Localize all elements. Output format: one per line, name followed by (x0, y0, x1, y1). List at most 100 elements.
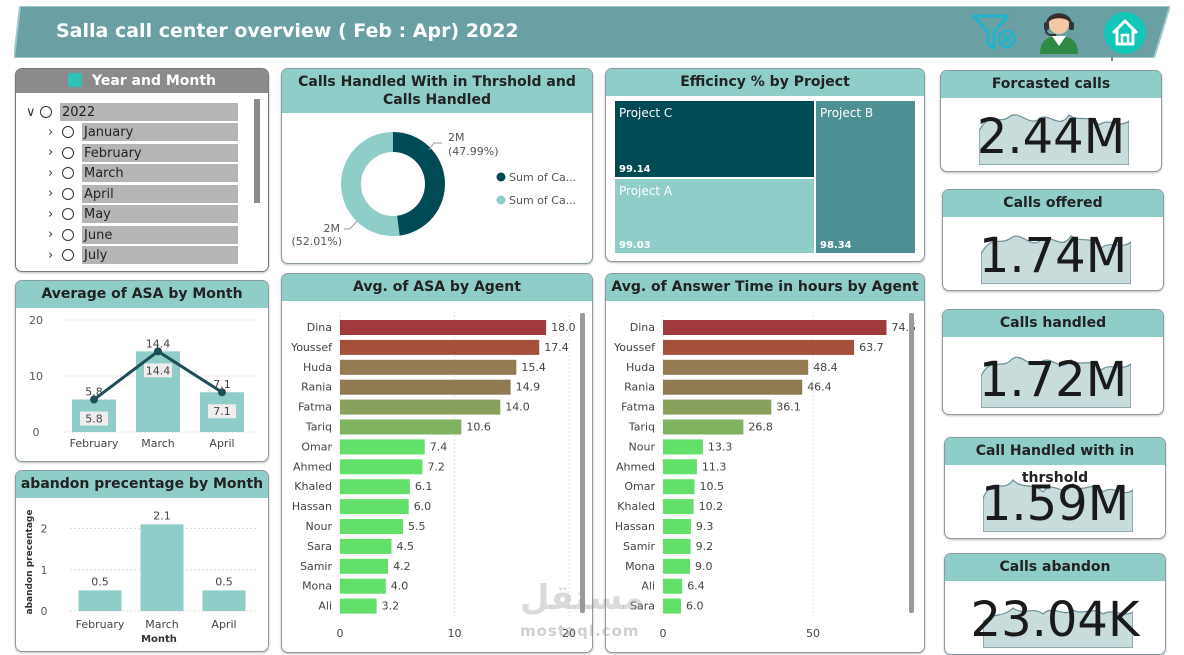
scrollbar[interactable] (580, 313, 585, 613)
filter-clear-icon[interactable] (970, 12, 1020, 54)
bar[interactable] (78, 590, 122, 611)
bar[interactable] (663, 439, 703, 455)
bar[interactable] (340, 538, 392, 554)
bar[interactable] (663, 379, 803, 395)
bar[interactable] (340, 419, 462, 435)
bar[interactable] (340, 499, 409, 515)
slicer-item-month[interactable]: › June (48, 225, 238, 245)
bar[interactable] (340, 558, 389, 574)
bar[interactable] (340, 519, 403, 534)
bar[interactable] (663, 479, 695, 495)
y-tick-label: Tariq (628, 421, 655, 434)
bar[interactable] (663, 399, 772, 415)
radio-icon[interactable] (40, 106, 52, 118)
card-title: Avg. of Answer Time in hours by Agent (606, 274, 924, 301)
data-label: 46.4 (807, 381, 832, 394)
treemap-tile[interactable] (615, 179, 814, 253)
bar[interactable] (340, 359, 517, 375)
legend-label[interactable]: Sum of Ca... (509, 171, 576, 184)
slicer-item-month[interactable]: › March (48, 163, 238, 183)
data-point[interactable] (90, 395, 98, 404)
bar[interactable] (340, 379, 511, 395)
y-tick-label: Ali (641, 580, 655, 593)
slicer-item-label[interactable]: May (82, 205, 238, 223)
slice-pct-label: (47.99%) (448, 145, 499, 158)
bar[interactable] (663, 499, 694, 515)
bar[interactable] (340, 598, 377, 614)
bar[interactable] (663, 320, 887, 335)
slicer-item-month[interactable]: › April (48, 184, 238, 204)
chevron-right-icon[interactable]: › (48, 247, 54, 263)
radio-icon[interactable] (62, 146, 74, 159)
slicer-item-label[interactable]: June (82, 225, 238, 244)
slicer-item-label[interactable]: January (82, 123, 238, 141)
y-tick-label: 0 (33, 426, 40, 439)
y-tick-label: Mona (302, 580, 332, 593)
bar[interactable] (663, 419, 744, 435)
radio-icon[interactable] (62, 126, 74, 138)
treemap-tile[interactable] (615, 101, 814, 177)
bar[interactable] (340, 320, 547, 335)
slicer-item-label[interactable]: July (82, 246, 238, 264)
scrollbar[interactable] (909, 313, 914, 613)
scrollbar[interactable] (254, 99, 260, 203)
bar[interactable] (663, 459, 697, 475)
radio-icon[interactable] (62, 187, 74, 200)
slicer-item-label[interactable]: February (82, 143, 238, 162)
bar[interactable] (663, 538, 691, 554)
slicer-item-month[interactable]: › February (48, 143, 238, 163)
bar[interactable] (340, 578, 386, 594)
data-label: 18.0 (551, 321, 576, 334)
data-point[interactable] (154, 347, 162, 356)
kpi-value: 2.44M (976, 109, 1126, 165)
chevron-right-icon[interactable]: › (48, 165, 54, 181)
chevron-right-icon[interactable]: › (48, 227, 54, 242)
home-icon[interactable] (1102, 10, 1148, 62)
donut-slice[interactable] (393, 132, 446, 236)
data-label: 2.1 (153, 509, 171, 522)
radio-icon[interactable] (62, 228, 74, 241)
radio-icon[interactable] (62, 167, 74, 179)
bar[interactable] (663, 519, 691, 534)
bar[interactable] (340, 339, 540, 355)
legend-label[interactable]: Sum of Ca... (509, 194, 576, 207)
chevron-right-icon[interactable]: › (48, 186, 54, 201)
slicer-item-label[interactable]: March (82, 164, 238, 182)
donut-slice[interactable] (341, 132, 400, 236)
data-label: 6.1 (415, 480, 433, 493)
y-tick-label: Mona (625, 560, 655, 573)
data-label: 11.3 (702, 460, 727, 473)
radio-icon[interactable] (62, 249, 74, 261)
bar[interactable] (340, 399, 501, 415)
tile-label: Project C (619, 106, 672, 120)
bar[interactable] (340, 479, 410, 495)
slicer-item-label[interactable]: 2022 (60, 103, 238, 121)
bar[interactable] (663, 598, 681, 614)
bar[interactable] (663, 339, 855, 355)
bar[interactable] (140, 524, 184, 611)
slicer-item-month[interactable]: › January (48, 122, 238, 142)
chevron-down-icon[interactable]: ∨ (26, 104, 36, 120)
bar[interactable] (340, 459, 423, 475)
card-title: Calls Handled With in Thrshold and Calls… (282, 69, 592, 113)
chevron-right-icon[interactable]: › (48, 206, 54, 222)
bar[interactable] (340, 439, 425, 455)
chevron-right-icon[interactable]: › (48, 145, 54, 160)
treemap-tile[interactable] (816, 101, 915, 253)
bar[interactable] (663, 359, 809, 375)
radio-icon[interactable] (62, 208, 74, 220)
bar[interactable] (202, 590, 246, 611)
slicer-item-month[interactable]: › May (48, 204, 238, 224)
data-point[interactable] (218, 388, 226, 397)
call-agent-icon (1040, 13, 1078, 54)
bar[interactable] (663, 558, 690, 574)
bar[interactable] (663, 578, 683, 594)
chevron-right-icon[interactable]: › (48, 124, 54, 140)
slicer-item-month[interactable]: › July (48, 245, 238, 265)
kpi-title: Calls handled (943, 310, 1163, 337)
x-tick-label: 10 (448, 627, 462, 640)
data-label: 10.2 (699, 500, 724, 513)
slicer-item-year[interactable]: ∨ 2022 (26, 102, 238, 122)
x-axis-title: Month (141, 634, 177, 645)
slicer-item-label[interactable]: April (82, 184, 238, 203)
